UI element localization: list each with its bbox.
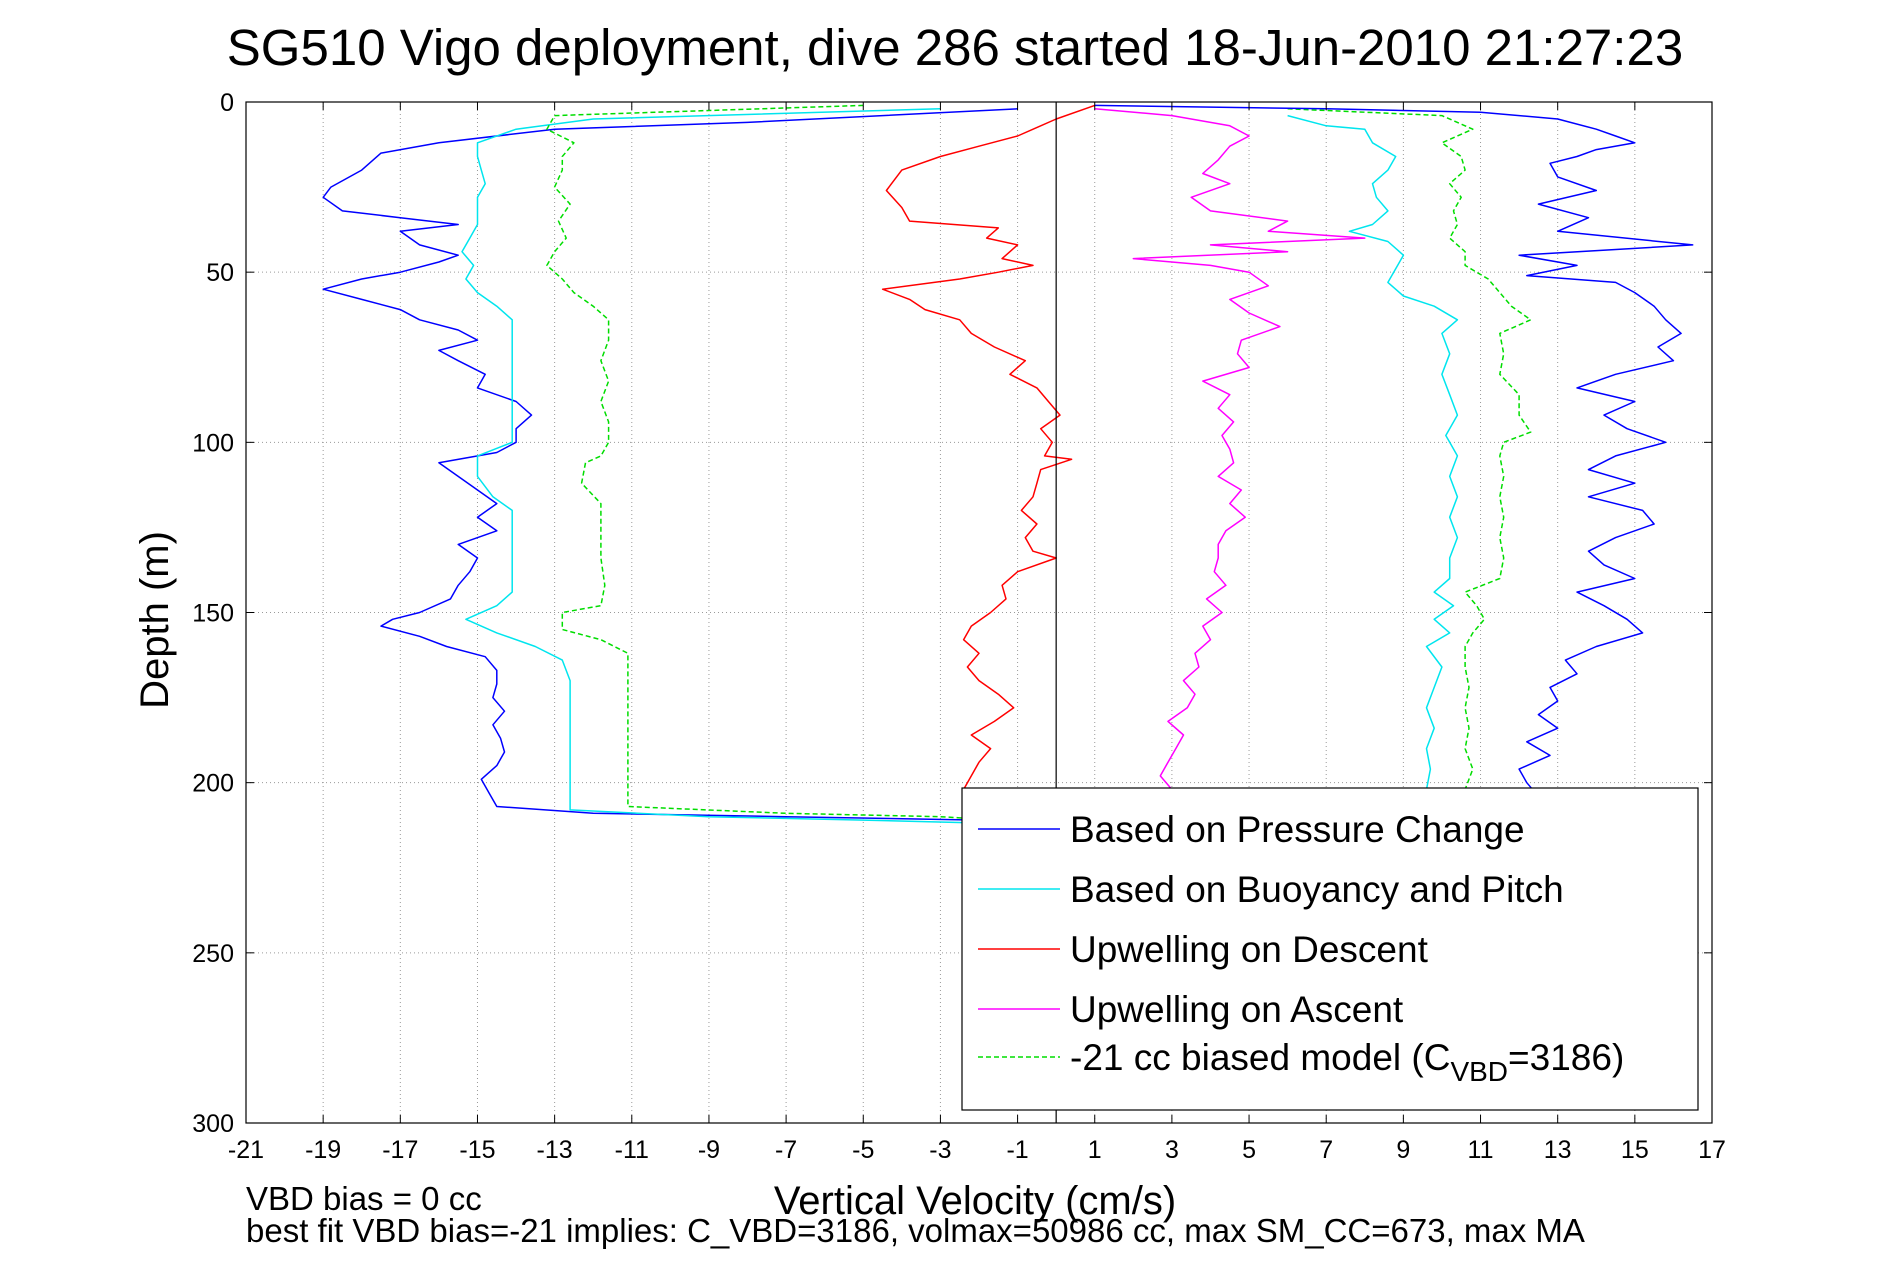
legend-box [961,787,1699,1111]
x-tick-label: 1 [1088,1136,1102,1164]
y-tick-label: 250 [192,940,234,968]
x-tick-label: -11 [615,1136,649,1164]
x-tick-label: 5 [1242,1136,1256,1164]
series-layer [322,104,1694,828]
series-line [1287,108,1532,800]
x-tick-label: 13 [1544,1136,1572,1164]
x-tick-label: 11 [1468,1136,1494,1164]
legend-label: -21 cc biased model (CVBD=3186) [1070,1037,1624,1087]
y-tick-label: 150 [192,600,234,628]
y-axis-label: Depth (m) [133,531,177,709]
axes: -21 -19 -17 -15 -13 -11 -9 -7 -5 -3 -1 1 3 5 7 9 11 13 15 1… [192,89,1726,1164]
series-line [1094,104,1694,797]
legend-label: Based on Pressure Change [1070,809,1525,850]
x-tick-label: -5 [852,1136,874,1164]
footnote-best-fit: best fit VBD bias=-21 implies: C_VBD=318… [246,1212,1585,1249]
legend-label: Upwelling on Descent [1070,929,1429,970]
x-tick-label: 15 [1621,1136,1649,1164]
chart-title: SG510 Vigo deployment, dive 286 started … [227,19,1683,76]
x-tick-label: -3 [929,1136,951,1164]
x-tick-label: 7 [1319,1136,1333,1164]
series-line [1094,108,1366,818]
legend-label: Based on Buoyancy and Pitch [1070,869,1564,910]
series-line [461,108,999,825]
x-tick-label: 9 [1396,1136,1410,1164]
y-tick-label: 50 [206,259,234,287]
legend-label: Upwelling on Ascent [1070,989,1404,1030]
x-axis-label: Vertical Velocity (cm/s) [774,1179,1176,1223]
series-line [881,104,1095,818]
x-tick-label: -13 [537,1136,573,1164]
legend: Based on Pressure Change Based on Buoyanc… [961,787,1699,1111]
x-tick-label: -9 [698,1136,720,1164]
series-line [322,108,1018,828]
x-tick-label: -19 [305,1136,341,1164]
y-tick-label: 0 [220,89,234,117]
series-line [1287,114,1459,800]
x-tick-label: 3 [1165,1136,1179,1164]
x-tick-label: -1 [1006,1136,1028,1164]
y-tick-label: 300 [192,1110,234,1138]
x-tick-label: -15 [459,1136,495,1164]
x-tick-label: -21 [228,1136,264,1164]
footnote-vbd-bias: VBD bias = 0 cc [246,1180,482,1217]
x-tick-label: -17 [382,1136,418,1164]
series-line [546,104,999,821]
y-tick-label: 100 [192,429,234,457]
x-tick-label: -7 [775,1136,797,1164]
x-tick-label: 17 [1698,1136,1726,1164]
y-tick-label: 200 [192,770,234,798]
